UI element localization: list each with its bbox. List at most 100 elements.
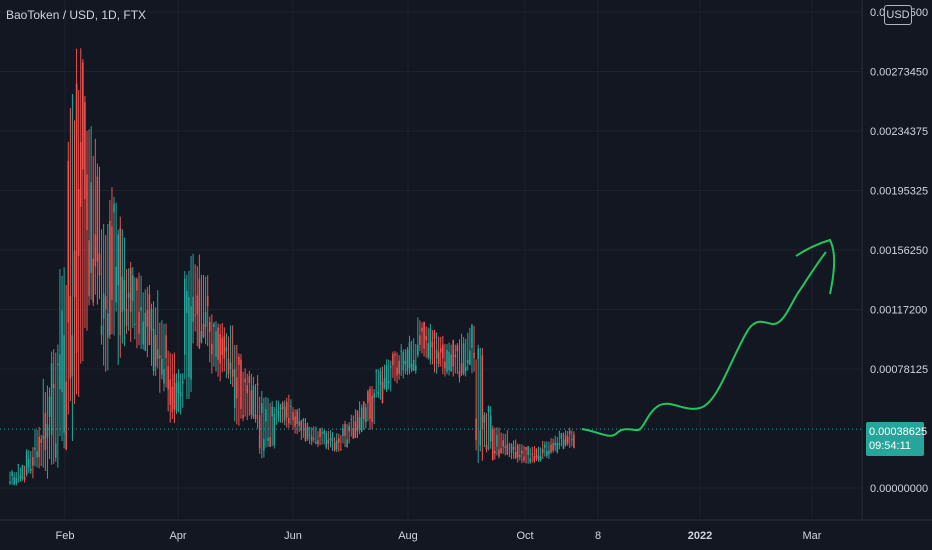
candle-body (13, 476, 15, 485)
candle-body (306, 427, 309, 440)
candle-body (319, 428, 321, 438)
candle-body (163, 369, 165, 384)
candle-body (525, 447, 527, 450)
y-tick-label: 0.00273450 (870, 66, 928, 78)
candle-body (514, 451, 517, 459)
candle-body (223, 335, 226, 359)
last-price-tag: 0.00038625 09:54:11 (866, 422, 927, 456)
candle-body (321, 432, 323, 434)
candle-body (252, 385, 255, 417)
candle-body (69, 295, 72, 379)
candle-body (231, 369, 234, 377)
candle-body (154, 335, 157, 367)
candle-body (44, 412, 47, 450)
candle-body (167, 366, 169, 390)
candle-body (146, 310, 149, 327)
candle-body (456, 345, 459, 352)
candle-body (308, 434, 311, 436)
candle-body (498, 449, 500, 457)
candle-body (173, 374, 176, 409)
candle-body (337, 438, 340, 443)
candle-body (387, 380, 390, 384)
candle-body (377, 391, 380, 394)
candle-body (260, 403, 263, 414)
candle-body (500, 448, 502, 454)
candle-body (148, 294, 151, 346)
candle-body (423, 321, 425, 349)
x-tick-label: Apr (169, 530, 186, 542)
candle-body (258, 415, 261, 449)
candle-body (379, 371, 382, 385)
candle-body (437, 352, 440, 365)
candle-body (244, 378, 246, 383)
candle-body (554, 442, 556, 446)
candle-body (552, 442, 554, 451)
candle-body (491, 428, 494, 461)
candle-body (121, 276, 124, 312)
candle-body (117, 234, 120, 286)
candle-body (452, 340, 455, 367)
candle-body (240, 359, 242, 410)
candle-body (179, 392, 182, 397)
candle-body (250, 390, 253, 415)
candle-body (27, 459, 30, 468)
candle-body (127, 292, 130, 298)
candle-body (479, 430, 482, 446)
currency-button[interactable]: USD (884, 5, 912, 25)
candle-body (373, 393, 375, 398)
candle-body (365, 407, 367, 423)
candle-body (560, 433, 563, 440)
candle-body (516, 445, 519, 458)
chart-grid (0, 0, 932, 521)
candle-body (254, 414, 257, 419)
candle-body (73, 250, 76, 297)
candle-body (471, 324, 473, 348)
candle-body (256, 383, 259, 386)
candle-body (125, 308, 128, 326)
candle-body (310, 436, 313, 441)
candle-body (304, 422, 307, 442)
candle-body (192, 296, 194, 322)
candle-body (444, 361, 446, 369)
candle-body (510, 444, 513, 454)
candle-body (464, 366, 467, 372)
candle-body (227, 358, 230, 374)
candle-body (568, 430, 571, 434)
candle-body (156, 349, 159, 359)
candle-body (350, 418, 353, 420)
candle-body (152, 328, 155, 372)
candle-body (529, 458, 532, 463)
candle-body (356, 411, 359, 432)
candle-body (19, 475, 22, 479)
candle-body (494, 450, 496, 454)
candle-body (571, 439, 573, 441)
candle-body (221, 337, 224, 356)
candle-body (562, 439, 565, 449)
candle-body (211, 343, 213, 355)
candle-body (414, 365, 417, 371)
candle-body (442, 344, 444, 359)
candle-body (142, 321, 144, 345)
candle-body (92, 258, 95, 303)
candle-body (523, 456, 525, 461)
candle-body (90, 182, 92, 273)
candle-body (79, 141, 82, 207)
y-tick-label: 0.00234375 (870, 126, 928, 138)
candle-body (531, 453, 534, 455)
candle-body (512, 446, 515, 450)
candle-body (448, 351, 450, 370)
candle-body (134, 323, 136, 325)
candle-body (390, 366, 392, 368)
candle-body (333, 442, 336, 451)
candle-body (508, 455, 511, 457)
candle-body (186, 291, 188, 314)
candle-body (427, 343, 430, 358)
candle-body (136, 279, 138, 291)
y-tick-label: 0.00000000 (870, 483, 928, 495)
candle-body (77, 188, 80, 257)
candle-body (383, 378, 386, 388)
candle-body (215, 331, 217, 357)
candle-body (433, 332, 436, 339)
candle-body (429, 328, 432, 360)
